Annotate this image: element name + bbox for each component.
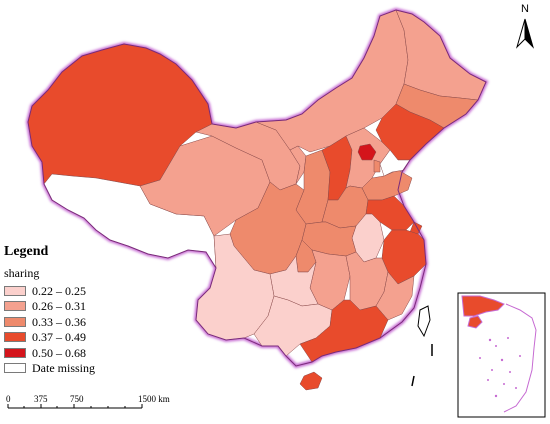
region-hainan [299,371,323,391]
scale-tick-label: 1500 km [138,394,170,404]
scale-bar: 0 375 750 1500 km [4,394,194,418]
inset-coastline [461,295,505,317]
inset-boundary [503,303,537,413]
scale-tick-label: 375 [34,394,48,404]
legend: Legend sharing 0.22 – 0.25 0.26 – 0.31 0… [4,244,154,376]
legend-swatch [4,285,26,296]
legend-item: 0.37 – 0.49 [4,330,154,346]
legend-swatch [4,301,26,312]
inset-hainan [467,315,483,329]
legend-label: 0.22 – 0.25 [32,283,86,298]
legend-item: 0.50 – 0.68 [4,345,154,361]
legend-item: Date missing [4,361,154,377]
legend-swatch [4,363,26,374]
legend-item: 0.26 – 0.31 [4,299,154,315]
legend-subtitle: sharing [4,266,40,280]
legend-item: 0.33 – 0.36 [4,314,154,330]
legend-label: 0.37 – 0.49 [32,330,86,345]
island-marks [411,344,433,387]
legend-item: 0.22 – 0.25 [4,283,154,299]
national-border [27,9,487,367]
legend-label: 0.50 – 0.68 [32,345,86,360]
north-arrow: N [512,3,538,49]
provinces [27,9,487,391]
scale-bar-line [7,404,143,409]
legend-swatch [4,332,26,343]
region-tianjin [373,159,381,173]
legend-title: Legend [4,244,49,259]
legend-items: 0.22 – 0.25 0.26 – 0.31 0.33 – 0.36 0.37… [4,283,154,376]
south-china-sea-inset [457,292,546,418]
region-beijing [357,143,377,161]
scale-tick-label: 0 [6,394,11,404]
north-arrow-icon [515,18,535,49]
legend-label: 0.26 – 0.31 [32,299,86,314]
legend-swatch [4,347,26,358]
legend-label: 0.33 – 0.36 [32,314,86,329]
north-label: N [521,3,529,15]
legend-label: Date missing [32,361,95,376]
legend-swatch [4,316,26,327]
region-taiwan [417,305,431,338]
scale-tick-label: 750 [70,394,84,404]
inset-islands [479,337,521,398]
